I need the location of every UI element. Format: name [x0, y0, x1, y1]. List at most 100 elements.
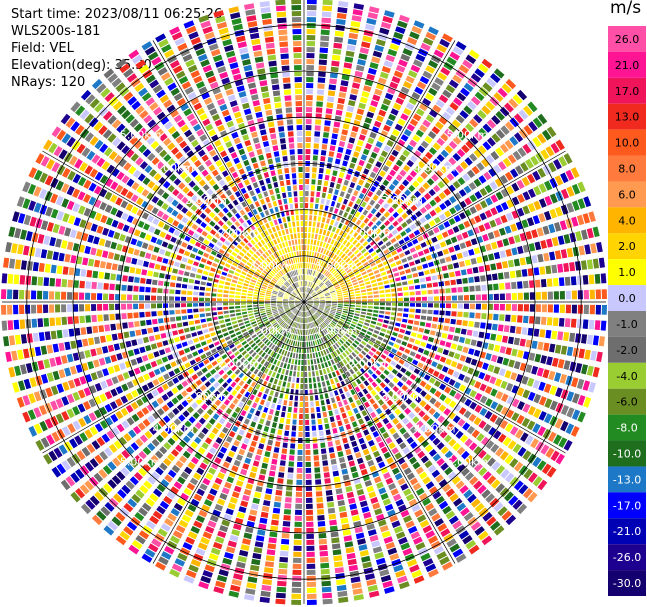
radar-cell: [383, 319, 389, 324]
radar-cell: [330, 352, 335, 358]
radar-cell: [224, 286, 230, 290]
radar-cell: [318, 533, 327, 539]
radar-cell: [199, 462, 208, 470]
radar-cell: [90, 247, 97, 256]
radar-cell: [494, 378, 503, 387]
radar-cell: [187, 368, 195, 375]
radar-cell: [105, 262, 112, 270]
radar-cell: [256, 423, 263, 430]
radar-cell: [330, 239, 335, 245]
radar-cell: [349, 415, 356, 422]
radar-cell: [391, 298, 397, 302]
radar-cell: [507, 336, 514, 345]
radar-cell: [393, 343, 400, 349]
radar-cell: [427, 26, 439, 36]
radar-cell: [500, 406, 509, 416]
radar-cell: [318, 318, 322, 323]
radar-cell: [160, 332, 167, 339]
radar-cell: [297, 323, 300, 329]
radar-cell: [307, 304, 311, 308]
radar-cell: [309, 282, 312, 287]
radar-cell: [320, 156, 326, 162]
radar-cell: [308, 329, 311, 335]
radar-cell: [325, 318, 331, 323]
radar-cell: [370, 496, 379, 504]
radar-cell: [7, 320, 14, 331]
radar-cell: [197, 330, 203, 336]
radar-cell: [521, 327, 528, 335]
radar-cell: [302, 306, 304, 311]
radar-cell: [315, 479, 322, 485]
radar-cell: [346, 363, 351, 370]
radar-cell: [423, 349, 430, 356]
radar-cell: [133, 249, 140, 256]
radar-cell: [290, 327, 294, 333]
radar-cell: [20, 260, 27, 270]
radar-cell: [316, 191, 321, 198]
radar-cell: [314, 346, 317, 352]
radar-cell: [337, 420, 343, 427]
radar-cell: [258, 350, 264, 356]
radar-cell: [371, 126, 380, 134]
radar-cell: [200, 318, 206, 323]
radar-cell: [460, 87, 470, 97]
radar-cell: [331, 305, 337, 307]
radar-cell: [279, 355, 283, 361]
radar-cell: [198, 335, 205, 341]
radar-cell: [152, 510, 163, 520]
radar-cell: [345, 241, 351, 248]
radar-cell: [564, 276, 571, 286]
radar-cell: [493, 92, 504, 102]
radar-cell: [318, 325, 322, 331]
radar-cell: [96, 347, 103, 356]
radar-cell: [359, 214, 365, 221]
radar-cell: [67, 316, 73, 325]
radar-cell: [491, 133, 501, 143]
radar-cell: [448, 471, 457, 481]
radar-cell: [307, 299, 313, 301]
radar-cell: [347, 347, 353, 353]
radar-cell: [277, 303, 283, 305]
radar-cell: [346, 281, 352, 286]
radar-cell: [324, 292, 330, 295]
radar-cell: [201, 403, 208, 411]
radar-cell: [563, 332, 570, 342]
radar-cell: [531, 340, 538, 349]
radar-cell: [147, 415, 156, 424]
radar-cell: [481, 294, 487, 301]
radar-cell: [340, 253, 346, 259]
radar-cell: [283, 300, 289, 301]
radar-cell: [548, 370, 556, 381]
radar-cell: [147, 270, 154, 277]
radar-cell: [267, 356, 272, 362]
radar-cell: [341, 523, 350, 530]
radar-cell: [353, 284, 359, 288]
radar-cell: [455, 553, 467, 563]
radar-cell: [348, 460, 356, 467]
radar-cell: [377, 318, 384, 323]
radar-cell: [374, 44, 384, 52]
radar-cell: [583, 196, 592, 208]
radar-cell: [128, 429, 137, 439]
radar-cell: [98, 325, 105, 333]
radar-cell: [286, 364, 291, 370]
radar-cell: [379, 426, 386, 434]
radar-cell: [502, 238, 510, 247]
radar-cell: [314, 314, 318, 319]
radar-cell: [361, 258, 367, 264]
radar-cell: [461, 144, 470, 154]
radar-cell: [439, 340, 446, 346]
radar-cell: [342, 290, 348, 294]
radar-cell: [311, 322, 314, 328]
radar-cell: [473, 247, 481, 255]
radar-cell: [325, 355, 329, 361]
radar-cell: [495, 483, 505, 494]
radar-cell: [209, 447, 217, 455]
radar-cell: [319, 297, 325, 300]
radar-cell: [85, 499, 96, 510]
radar-cell: [201, 323, 208, 329]
radar-cell: [128, 276, 134, 283]
radar-cell: [43, 235, 51, 245]
radar-cell: [375, 211, 382, 218]
radar-cell: [560, 345, 568, 355]
